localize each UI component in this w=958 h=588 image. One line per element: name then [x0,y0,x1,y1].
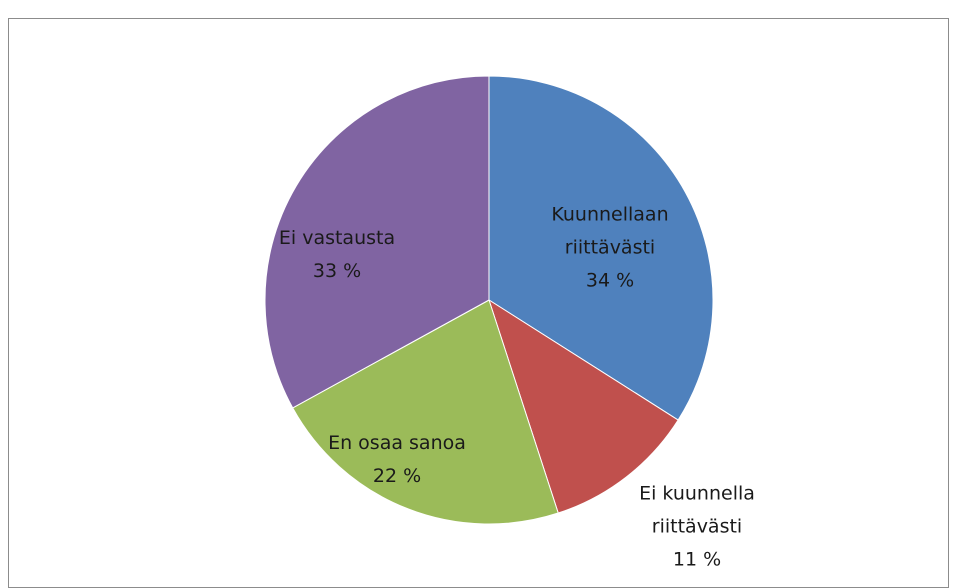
slice-label: Ei vastausta 33 % [262,222,412,288]
category-name: Ei kuunnella riittävästi [639,482,755,538]
category-name: Kuunnellaan riittävästi [551,203,669,259]
pie-slice [292,299,559,525]
category-name: Ei vastausta [278,227,396,249]
slice-label: En osaa sanoa 22 % [312,427,482,493]
value-label: 22 % [372,465,422,487]
value-label: 34 % [585,269,635,292]
value-label: 11 % [672,548,722,571]
pie-slice [488,75,714,421]
pie-slice [264,75,490,409]
category-name: En osaa sanoa [328,432,466,454]
slice-label: Kuunnellaan riittävästi 34 % [535,199,685,298]
pie-slice [488,298,679,514]
slice-label: Ei kuunnella riittävästi 11 % [632,478,762,577]
value-label: 33 % [312,260,362,282]
